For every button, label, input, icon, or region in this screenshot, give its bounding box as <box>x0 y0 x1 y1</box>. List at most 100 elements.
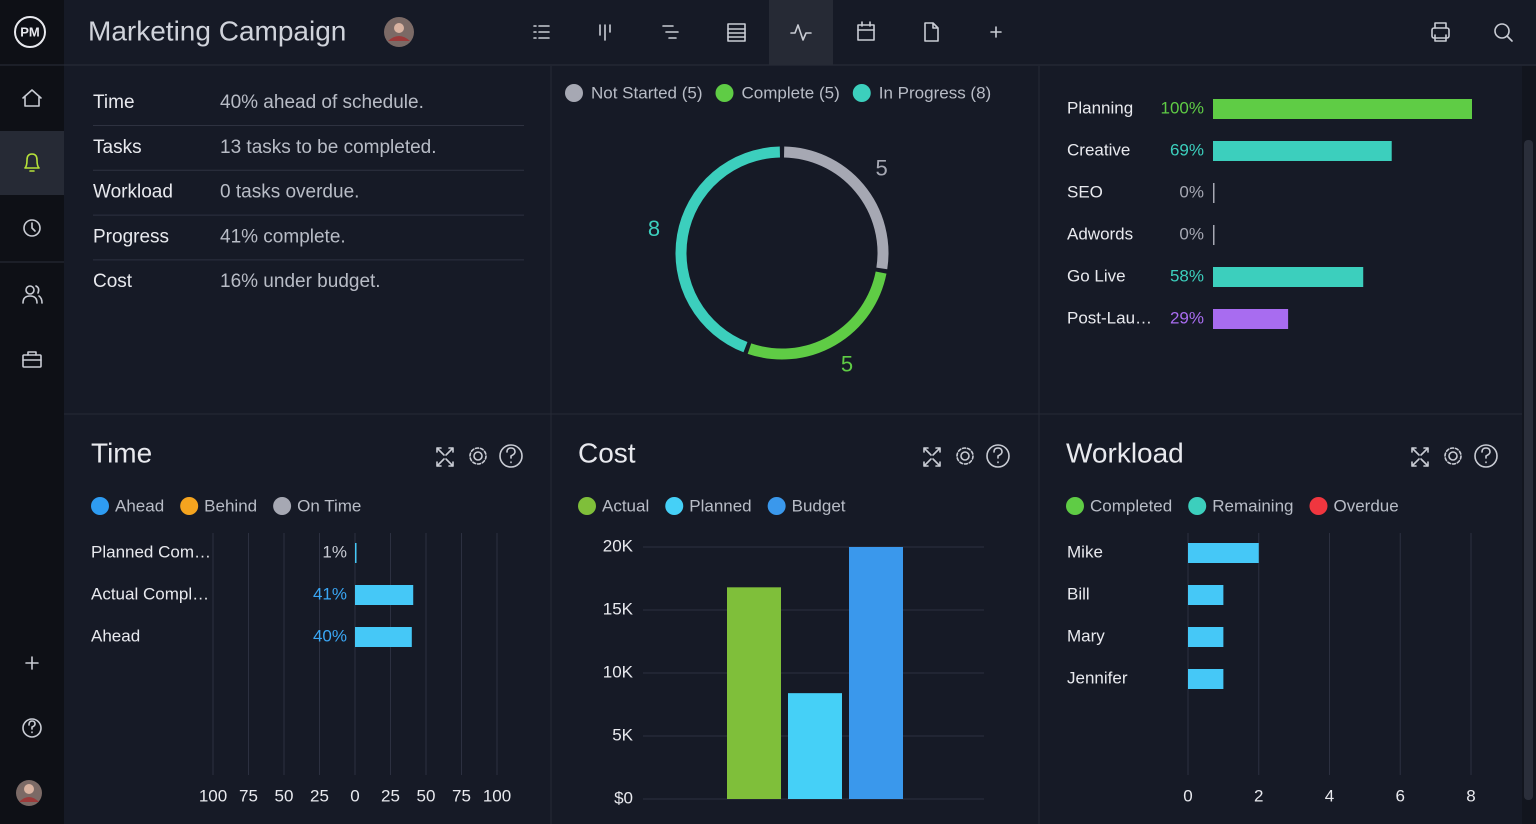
gantt-view-tab[interactable] <box>662 25 679 39</box>
phase-label: Planning <box>1067 98 1133 117</box>
legend-label: On Time <box>297 496 361 515</box>
legend-label: Completed <box>1090 496 1172 515</box>
x-tick-label: 75 <box>239 786 258 805</box>
clock-icon[interactable] <box>23 219 41 237</box>
x-tick-label: 100 <box>483 786 511 805</box>
phase-percent: 58% <box>1170 266 1204 285</box>
x-tick-label: 75 <box>452 786 471 805</box>
y-tick-label: 20K <box>603 536 634 555</box>
phase-bar <box>1213 225 1215 245</box>
x-tick-label: 2 <box>1254 786 1263 805</box>
phase-percent: 0% <box>1179 224 1204 243</box>
summary-value: 13 tasks to be completed. <box>220 137 437 158</box>
x-tick-label: 8 <box>1466 786 1475 805</box>
x-tick-label: 50 <box>417 786 436 805</box>
category-label: Mike <box>1067 542 1103 561</box>
add-view-tab[interactable] <box>990 26 1002 38</box>
calendar-view-tab[interactable] <box>857 21 875 41</box>
y-tick-label: 15K <box>603 599 634 618</box>
x-tick-label: 0 <box>350 786 359 805</box>
legend-label: Remaining <box>1212 496 1293 515</box>
help-icon[interactable] <box>22 718 42 738</box>
summary-value: 16% under budget. <box>220 271 381 292</box>
category-label: Ahead <box>91 626 140 645</box>
y-tick-label: 10K <box>603 662 634 681</box>
phase-bar <box>1213 267 1364 287</box>
phase-bar <box>1213 99 1472 119</box>
summary-label: Cost <box>93 271 133 292</box>
phase-bar <box>1213 141 1392 161</box>
phase-label: Creative <box>1067 140 1130 159</box>
x-tick-label: 25 <box>381 786 400 805</box>
phase-percent: 69% <box>1170 140 1204 159</box>
bar <box>727 587 781 799</box>
docs-tab[interactable] <box>924 22 939 42</box>
notification-icon[interactable] <box>24 153 40 172</box>
logo-ring <box>14 16 46 48</box>
x-tick-label: 25 <box>310 786 329 805</box>
legend-label: Not Started (5) <box>591 83 703 102</box>
phase-label: Post-Lau… <box>1067 308 1152 327</box>
board-view-tab[interactable] <box>599 24 611 41</box>
legend-swatch <box>767 497 786 515</box>
add-icon[interactable] <box>25 656 39 670</box>
x-tick-label: 50 <box>275 786 294 805</box>
value-label: 41% <box>313 584 347 603</box>
legend-swatch <box>91 497 109 515</box>
briefcase-icon[interactable] <box>22 351 42 368</box>
sheet-view-tab[interactable] <box>727 23 746 42</box>
summary-label: Time <box>93 92 135 113</box>
summary-value: 40% ahead of schedule. <box>220 92 424 113</box>
y-tick-label: 5K <box>612 725 633 744</box>
legend-label: Behind <box>204 496 257 515</box>
bar <box>1188 543 1259 563</box>
legend-label: Complete (5) <box>742 83 840 102</box>
logo[interactable]: PM <box>20 24 40 39</box>
donut-segment <box>747 271 887 360</box>
home-icon[interactable] <box>22 89 42 107</box>
phase-percent: 100% <box>1161 98 1204 117</box>
dashboard-tab[interactable] <box>790 24 812 41</box>
legend-swatch <box>1309 497 1328 515</box>
bar <box>788 693 842 799</box>
panel-title: Time <box>91 437 152 468</box>
phase-bar <box>1213 309 1289 329</box>
panel-tools[interactable] <box>436 444 523 468</box>
panel-tools[interactable] <box>1411 444 1498 468</box>
project-title: Marketing Campaign <box>88 15 346 46</box>
legend-label: In Progress (8) <box>879 83 991 102</box>
legend-swatch <box>1188 497 1207 515</box>
search-button[interactable] <box>1494 23 1513 42</box>
bar <box>1188 585 1224 605</box>
project-avatar[interactable] <box>384 17 414 47</box>
panel-title: Cost <box>578 437 636 468</box>
print-button[interactable] <box>1431 22 1450 42</box>
summary-value: 41% complete. <box>220 226 346 247</box>
phase-label: SEO <box>1067 182 1103 201</box>
bar <box>355 543 357 563</box>
people-icon[interactable] <box>22 285 43 304</box>
legend-swatch <box>665 497 684 515</box>
sidebar-active <box>0 131 64 195</box>
summary-label: Tasks <box>93 137 142 158</box>
summary-label: Workload <box>93 182 173 203</box>
user-avatar[interactable] <box>16 780 42 806</box>
legend-label: Planned <box>689 496 751 515</box>
summary-value: 0 tasks overdue. <box>220 182 359 203</box>
category-label: Planned Com… <box>91 542 211 561</box>
y-tick-label: $0 <box>614 788 633 807</box>
donut-segment <box>675 146 781 353</box>
panel-tools[interactable] <box>923 444 1010 468</box>
legend-label: Overdue <box>1333 496 1398 515</box>
phase-bar <box>1213 183 1215 203</box>
list-view-tab[interactable] <box>533 25 550 39</box>
phase-label: Adwords <box>1067 224 1133 243</box>
category-label: Jennifer <box>1067 668 1128 687</box>
scrollbar-thumb[interactable] <box>1524 140 1533 800</box>
bar <box>355 627 412 647</box>
value-label: 1% <box>322 542 347 561</box>
category-label: Bill <box>1067 584 1090 603</box>
x-tick-label: 100 <box>199 786 227 805</box>
legend-label: Ahead <box>115 496 164 515</box>
